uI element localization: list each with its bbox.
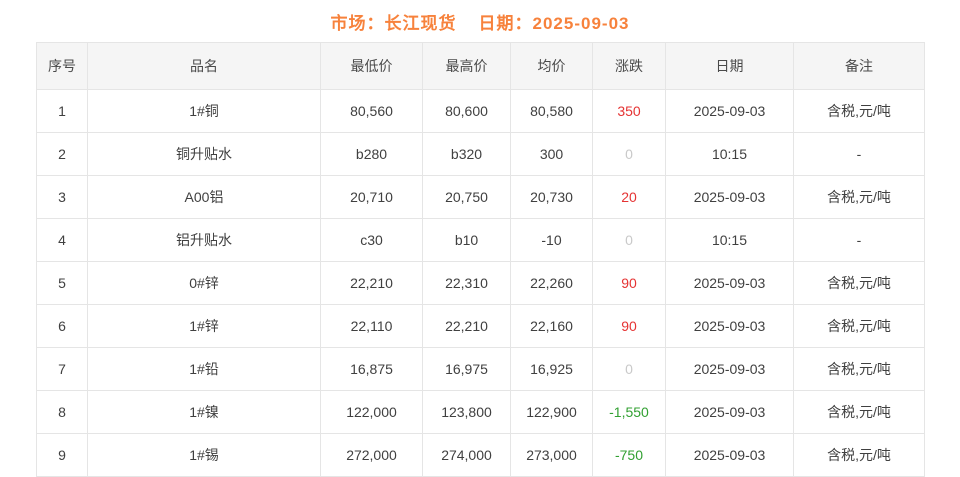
- avg-price: 22,260: [510, 261, 593, 305]
- col-header-no: 序号: [36, 42, 88, 90]
- row-no: 7: [36, 347, 88, 391]
- change-value: 0: [592, 132, 666, 176]
- note: 含税,元/吨: [793, 304, 925, 348]
- low-price: 80,560: [320, 89, 423, 133]
- quote-date: 2025-09-03: [665, 261, 794, 305]
- high-price: 80,600: [422, 89, 511, 133]
- product-name: A00铝: [87, 175, 321, 219]
- table-row: 4 铝升贴水 c30 b10 -10 0 10:15 -: [36, 218, 925, 262]
- row-no: 1: [36, 89, 88, 133]
- avg-price: 16,925: [510, 347, 593, 391]
- table-row: 2 铜升贴水 b280 b320 300 0 10:15 -: [36, 132, 925, 176]
- product-name: 1#铅: [87, 347, 321, 391]
- note: 含税,元/吨: [793, 433, 925, 477]
- change-value: -750: [592, 433, 666, 477]
- avg-price: 20,730: [510, 175, 593, 219]
- table-row: 8 1#镍 122,000 123,800 122,900 -1,550 202…: [36, 390, 925, 434]
- product-name: 1#锌: [87, 304, 321, 348]
- change-value: 20: [592, 175, 666, 219]
- product-name: 1#铜: [87, 89, 321, 133]
- table-row: 9 1#锡 272,000 274,000 273,000 -750 2025-…: [36, 433, 925, 477]
- quote-date: 10:15: [665, 218, 794, 262]
- quote-date: 2025-09-03: [665, 89, 794, 133]
- high-price: 16,975: [422, 347, 511, 391]
- change-value: 90: [592, 261, 666, 305]
- table-row: 5 0#锌 22,210 22,310 22,260 90 2025-09-03…: [36, 261, 925, 305]
- note: 含税,元/吨: [793, 175, 925, 219]
- table-row: 3 A00铝 20,710 20,750 20,730 20 2025-09-0…: [36, 175, 925, 219]
- row-no: 6: [36, 304, 88, 348]
- row-no: 3: [36, 175, 88, 219]
- col-header-low: 最低价: [320, 42, 423, 90]
- change-value: -1,550: [592, 390, 666, 434]
- product-name: 0#锌: [87, 261, 321, 305]
- quote-date: 2025-09-03: [665, 347, 794, 391]
- quote-date: 2025-09-03: [665, 175, 794, 219]
- note: -: [793, 132, 925, 176]
- col-header-high: 最高价: [422, 42, 511, 90]
- high-price: b320: [422, 132, 511, 176]
- date-label: 日期：2025-09-03: [478, 13, 630, 33]
- note: 含税,元/吨: [793, 390, 925, 434]
- high-price: 123,800: [422, 390, 511, 434]
- note: 含税,元/吨: [793, 89, 925, 133]
- low-price: 22,210: [320, 261, 423, 305]
- col-header-avg: 均价: [510, 42, 593, 90]
- low-price: b280: [320, 132, 423, 176]
- price-table: 序号 品名 最低价 最高价 均价 涨跌 日期 备注 1 1#铜 80,560 8…: [36, 42, 925, 477]
- low-price: 272,000: [320, 433, 423, 477]
- row-no: 2: [36, 132, 88, 176]
- col-header-change: 涨跌: [592, 42, 666, 90]
- low-price: 20,710: [320, 175, 423, 219]
- low-price: c30: [320, 218, 423, 262]
- high-price: 274,000: [422, 433, 511, 477]
- note: 含税,元/吨: [793, 261, 925, 305]
- row-no: 9: [36, 433, 88, 477]
- col-header-note: 备注: [793, 42, 925, 90]
- change-value: 0: [592, 218, 666, 262]
- note: -: [793, 218, 925, 262]
- col-header-date: 日期: [665, 42, 794, 90]
- change-value: 350: [592, 89, 666, 133]
- table-row: 6 1#锌 22,110 22,210 22,160 90 2025-09-03…: [36, 304, 925, 348]
- table-row: 7 1#铅 16,875 16,975 16,925 0 2025-09-03 …: [36, 347, 925, 391]
- low-price: 16,875: [320, 347, 423, 391]
- high-price: 20,750: [422, 175, 511, 219]
- low-price: 122,000: [320, 390, 423, 434]
- avg-price: 273,000: [510, 433, 593, 477]
- product-name: 铝升贴水: [87, 218, 321, 262]
- avg-price: 300: [510, 132, 593, 176]
- col-header-name: 品名: [87, 42, 321, 90]
- high-price: 22,210: [422, 304, 511, 348]
- low-price: 22,110: [320, 304, 423, 348]
- avg-price: 22,160: [510, 304, 593, 348]
- change-value: 0: [592, 347, 666, 391]
- table-header-row: 序号 品名 最低价 最高价 均价 涨跌 日期 备注: [36, 42, 925, 90]
- quote-date: 2025-09-03: [665, 390, 794, 434]
- market-label: 市场：长江现货: [330, 13, 457, 33]
- row-no: 4: [36, 218, 88, 262]
- change-value: 90: [592, 304, 666, 348]
- high-price: 22,310: [422, 261, 511, 305]
- avg-price: 122,900: [510, 390, 593, 434]
- quote-date: 2025-09-03: [665, 433, 794, 477]
- product-name: 1#镍: [87, 390, 321, 434]
- quote-date: 2025-09-03: [665, 304, 794, 348]
- product-name: 1#锡: [87, 433, 321, 477]
- high-price: b10: [422, 218, 511, 262]
- quote-date: 10:15: [665, 132, 794, 176]
- row-no: 8: [36, 390, 88, 434]
- table-row: 1 1#铜 80,560 80,600 80,580 350 2025-09-0…: [36, 89, 925, 133]
- avg-price: -10: [510, 218, 593, 262]
- avg-price: 80,580: [510, 89, 593, 133]
- note: 含税,元/吨: [793, 347, 925, 391]
- page-title: 市场：长江现货 日期：2025-09-03: [0, 0, 960, 42]
- row-no: 5: [36, 261, 88, 305]
- product-name: 铜升贴水: [87, 132, 321, 176]
